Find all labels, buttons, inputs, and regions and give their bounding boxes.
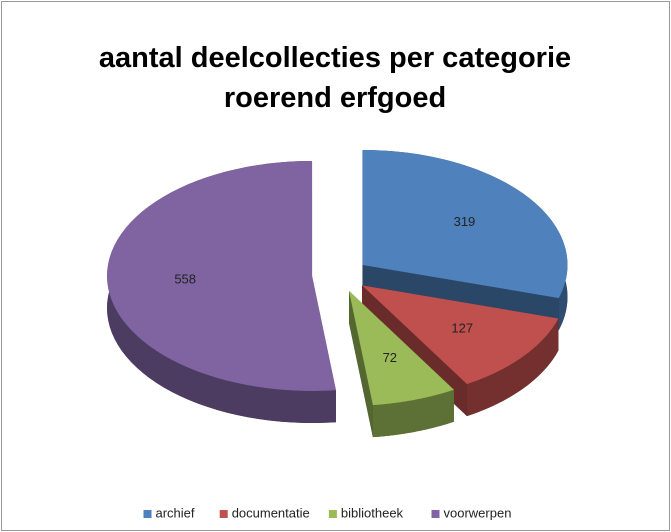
chart-title: aantal deelcollecties per categorie roer… — [98, 42, 572, 114]
slice-top — [362, 285, 559, 385]
data-label: 72 — [383, 350, 397, 365]
slice-top — [107, 160, 336, 391]
slice-side — [466, 318, 559, 417]
slice — [107, 160, 336, 423]
data-label: 558 — [174, 272, 196, 287]
slice — [348, 290, 454, 438]
legend-label: documentatie — [232, 505, 310, 520]
data-label: 127 — [451, 321, 473, 336]
legend-swatch — [219, 510, 228, 518]
legend-label: bibliotheek — [341, 505, 404, 520]
data-label: 319 — [454, 214, 476, 229]
slice-top — [348, 290, 454, 406]
legend-swatch — [431, 510, 440, 518]
legend-label: archief — [156, 505, 195, 520]
slice-wall — [348, 290, 373, 438]
slice-side — [372, 389, 454, 438]
slice-top — [362, 149, 568, 299]
legend-swatch — [328, 510, 337, 518]
legend-swatch — [143, 510, 152, 518]
legend-label: voorwerpen — [444, 505, 512, 520]
